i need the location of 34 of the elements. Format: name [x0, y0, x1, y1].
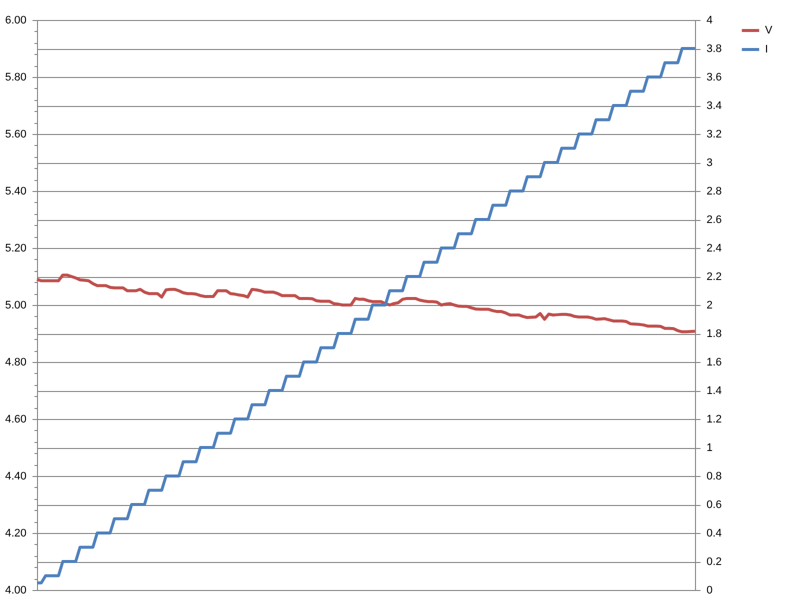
- y-tick-label: 4.40: [5, 470, 26, 482]
- y-tick-label: 4.80: [5, 356, 26, 368]
- y-tick-label: 6.00: [5, 14, 26, 26]
- y-tick-label: 5.60: [5, 128, 26, 140]
- y-tick-label: 5.40: [5, 186, 26, 198]
- legend-label: V: [765, 24, 773, 36]
- y2-tick-label: 1.4: [706, 385, 722, 397]
- y-tick-label: 5.80: [5, 72, 26, 84]
- y-tick-label: 5.00: [5, 300, 26, 312]
- y2-tick-label: 1.8: [706, 328, 722, 340]
- legend-label: I: [765, 44, 768, 56]
- y2-tick-label: 0: [706, 584, 713, 596]
- y-tick-label: 5.20: [5, 242, 26, 254]
- y2-tick-label: 2.6: [706, 214, 722, 226]
- y-tick-label: 4.20: [5, 528, 26, 540]
- y2-tick-label: 1.2: [706, 414, 722, 426]
- y2-tick-label: 3.4: [706, 100, 722, 112]
- y2-tick-label: 3: [706, 157, 713, 169]
- y2-tick-label: 2.2: [706, 271, 722, 283]
- y2-tick-label: 0.4: [706, 528, 722, 540]
- y2-tick-label: 0.2: [706, 556, 722, 568]
- y-tick-label: 4.00: [5, 584, 26, 596]
- y-tick-label: 4.60: [5, 414, 26, 426]
- y2-tick-label: 3.6: [706, 72, 722, 84]
- y2-tick-label: 1.6: [706, 356, 722, 368]
- y2-tick-label: 0.8: [706, 470, 722, 482]
- y2-tick-label: 3.2: [706, 128, 722, 140]
- y2-tick-label: 1: [706, 442, 713, 454]
- y2-tick-label: 4: [706, 14, 713, 26]
- y2-tick-label: 0.6: [706, 499, 722, 511]
- y2-tick-label: 2.4: [706, 242, 722, 254]
- y2-tick-label: 2: [706, 300, 713, 312]
- y2-tick-label: 2.8: [706, 186, 722, 198]
- y2-tick-label: 3.8: [706, 43, 722, 55]
